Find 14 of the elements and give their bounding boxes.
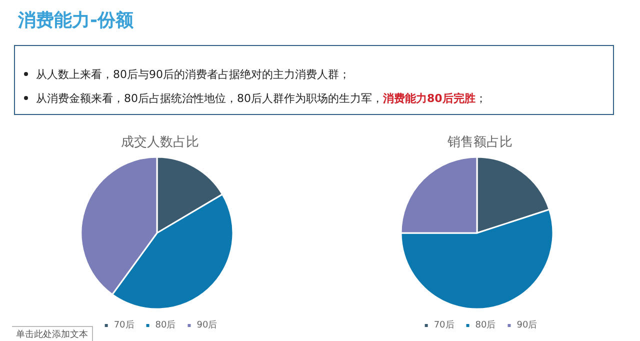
text: ； xyxy=(475,92,486,105)
text: 消费能力80后完胜 xyxy=(383,92,476,105)
text: 消费能力-份额 xyxy=(18,9,134,32)
legend-label: 70后 xyxy=(114,320,134,330)
text: 单击此处添加文本 xyxy=(12,326,93,341)
chart-title: 销售额占比 xyxy=(446,135,512,150)
chart-title: 成交人数占比 xyxy=(121,134,199,150)
legend-label: 90后 xyxy=(196,320,218,330)
text: 从人数上来看，80后与90后的消费者占据绝对的主力消费人群； xyxy=(35,67,351,83)
text: 从消费金额来看，80后占据统治性地位，80后人群作为职场的生力军， xyxy=(36,92,383,105)
legend-label: 80后 xyxy=(155,320,176,330)
legend-label: 90后 xyxy=(516,320,538,330)
legend-label: 80后 xyxy=(475,320,496,330)
legend-label: 70后 xyxy=(434,320,454,330)
